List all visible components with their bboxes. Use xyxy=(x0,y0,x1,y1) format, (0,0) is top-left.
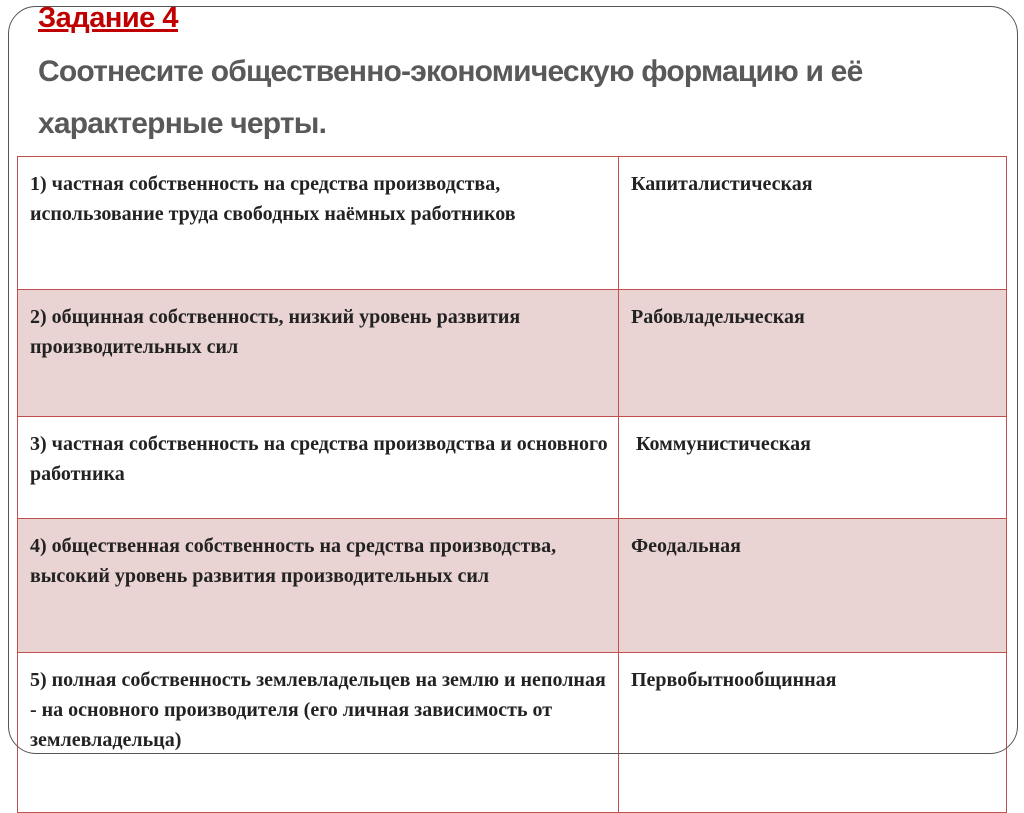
table-row: 1) частная собственность на средства про… xyxy=(17,156,1007,290)
feature-cell: 2) общинная собственность, низкий уровен… xyxy=(17,289,619,417)
table-row: 5) полная собственность землевладельцев … xyxy=(17,652,1007,813)
table-row: 4) общественная собственность на средств… xyxy=(17,518,1007,653)
table-row: 3) частная собственность на средства про… xyxy=(17,416,1007,519)
feature-cell: 3) частная собственность на средства про… xyxy=(17,416,619,519)
formation-cell: Рабовладельческая xyxy=(618,289,1007,417)
formation-cell: Капиталистическая xyxy=(618,156,1007,290)
formation-cell: Феодальная xyxy=(618,518,1007,653)
formation-cell: Коммунистическая xyxy=(618,416,1007,519)
slide-title: Соотнесите общественно-экономическую фор… xyxy=(38,55,863,140)
matching-table: 1) частная собственность на средства про… xyxy=(17,156,1007,813)
feature-cell: 1) частная собственность на средства про… xyxy=(17,156,619,290)
feature-cell: 4) общественная собственность на средств… xyxy=(17,518,619,653)
table-row: 2) общинная собственность, низкий уровен… xyxy=(17,289,1007,417)
feature-cell: 5) полная собственность землевладельцев … xyxy=(17,652,619,813)
formation-cell: Первобытнообщинная xyxy=(618,652,1007,813)
task-label: Задание 4 xyxy=(38,2,179,34)
